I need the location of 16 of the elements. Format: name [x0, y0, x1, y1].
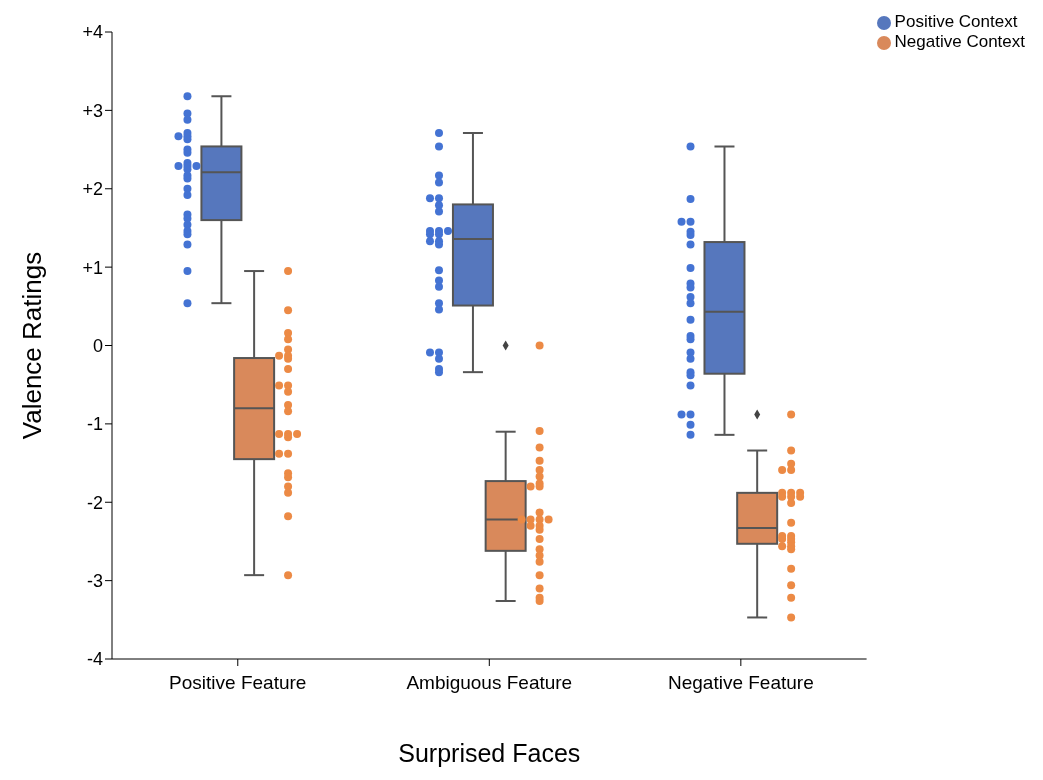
legend-label: Positive Context: [894, 12, 1018, 31]
y-tick-label: -4: [86, 649, 103, 670]
y-tick-label: +1: [82, 257, 103, 278]
x-tick-label: Ambiguous Feature: [406, 672, 573, 694]
x-axis-title: Surprised Faces: [398, 739, 581, 767]
x-tick-label: Positive Feature: [169, 672, 307, 694]
y-tick-label: +2: [82, 179, 103, 200]
y-tick-label: +3: [82, 100, 103, 121]
y-tick-label: -1: [86, 414, 103, 435]
y-tick-label: +4: [82, 22, 103, 43]
y-tick-label: 0: [92, 335, 103, 356]
y-tick-label: -2: [86, 492, 103, 513]
y-axis-title: Valence Ratings: [17, 251, 48, 440]
x-tick-label: Negative Feature: [667, 672, 814, 694]
y-tick-label: -3: [86, 571, 103, 592]
legend-label: Negative Context: [894, 32, 1025, 51]
